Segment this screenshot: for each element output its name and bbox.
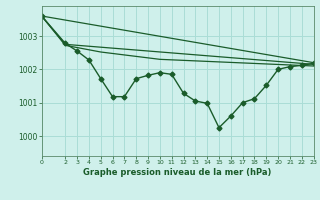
X-axis label: Graphe pression niveau de la mer (hPa): Graphe pression niveau de la mer (hPa)	[84, 168, 272, 177]
